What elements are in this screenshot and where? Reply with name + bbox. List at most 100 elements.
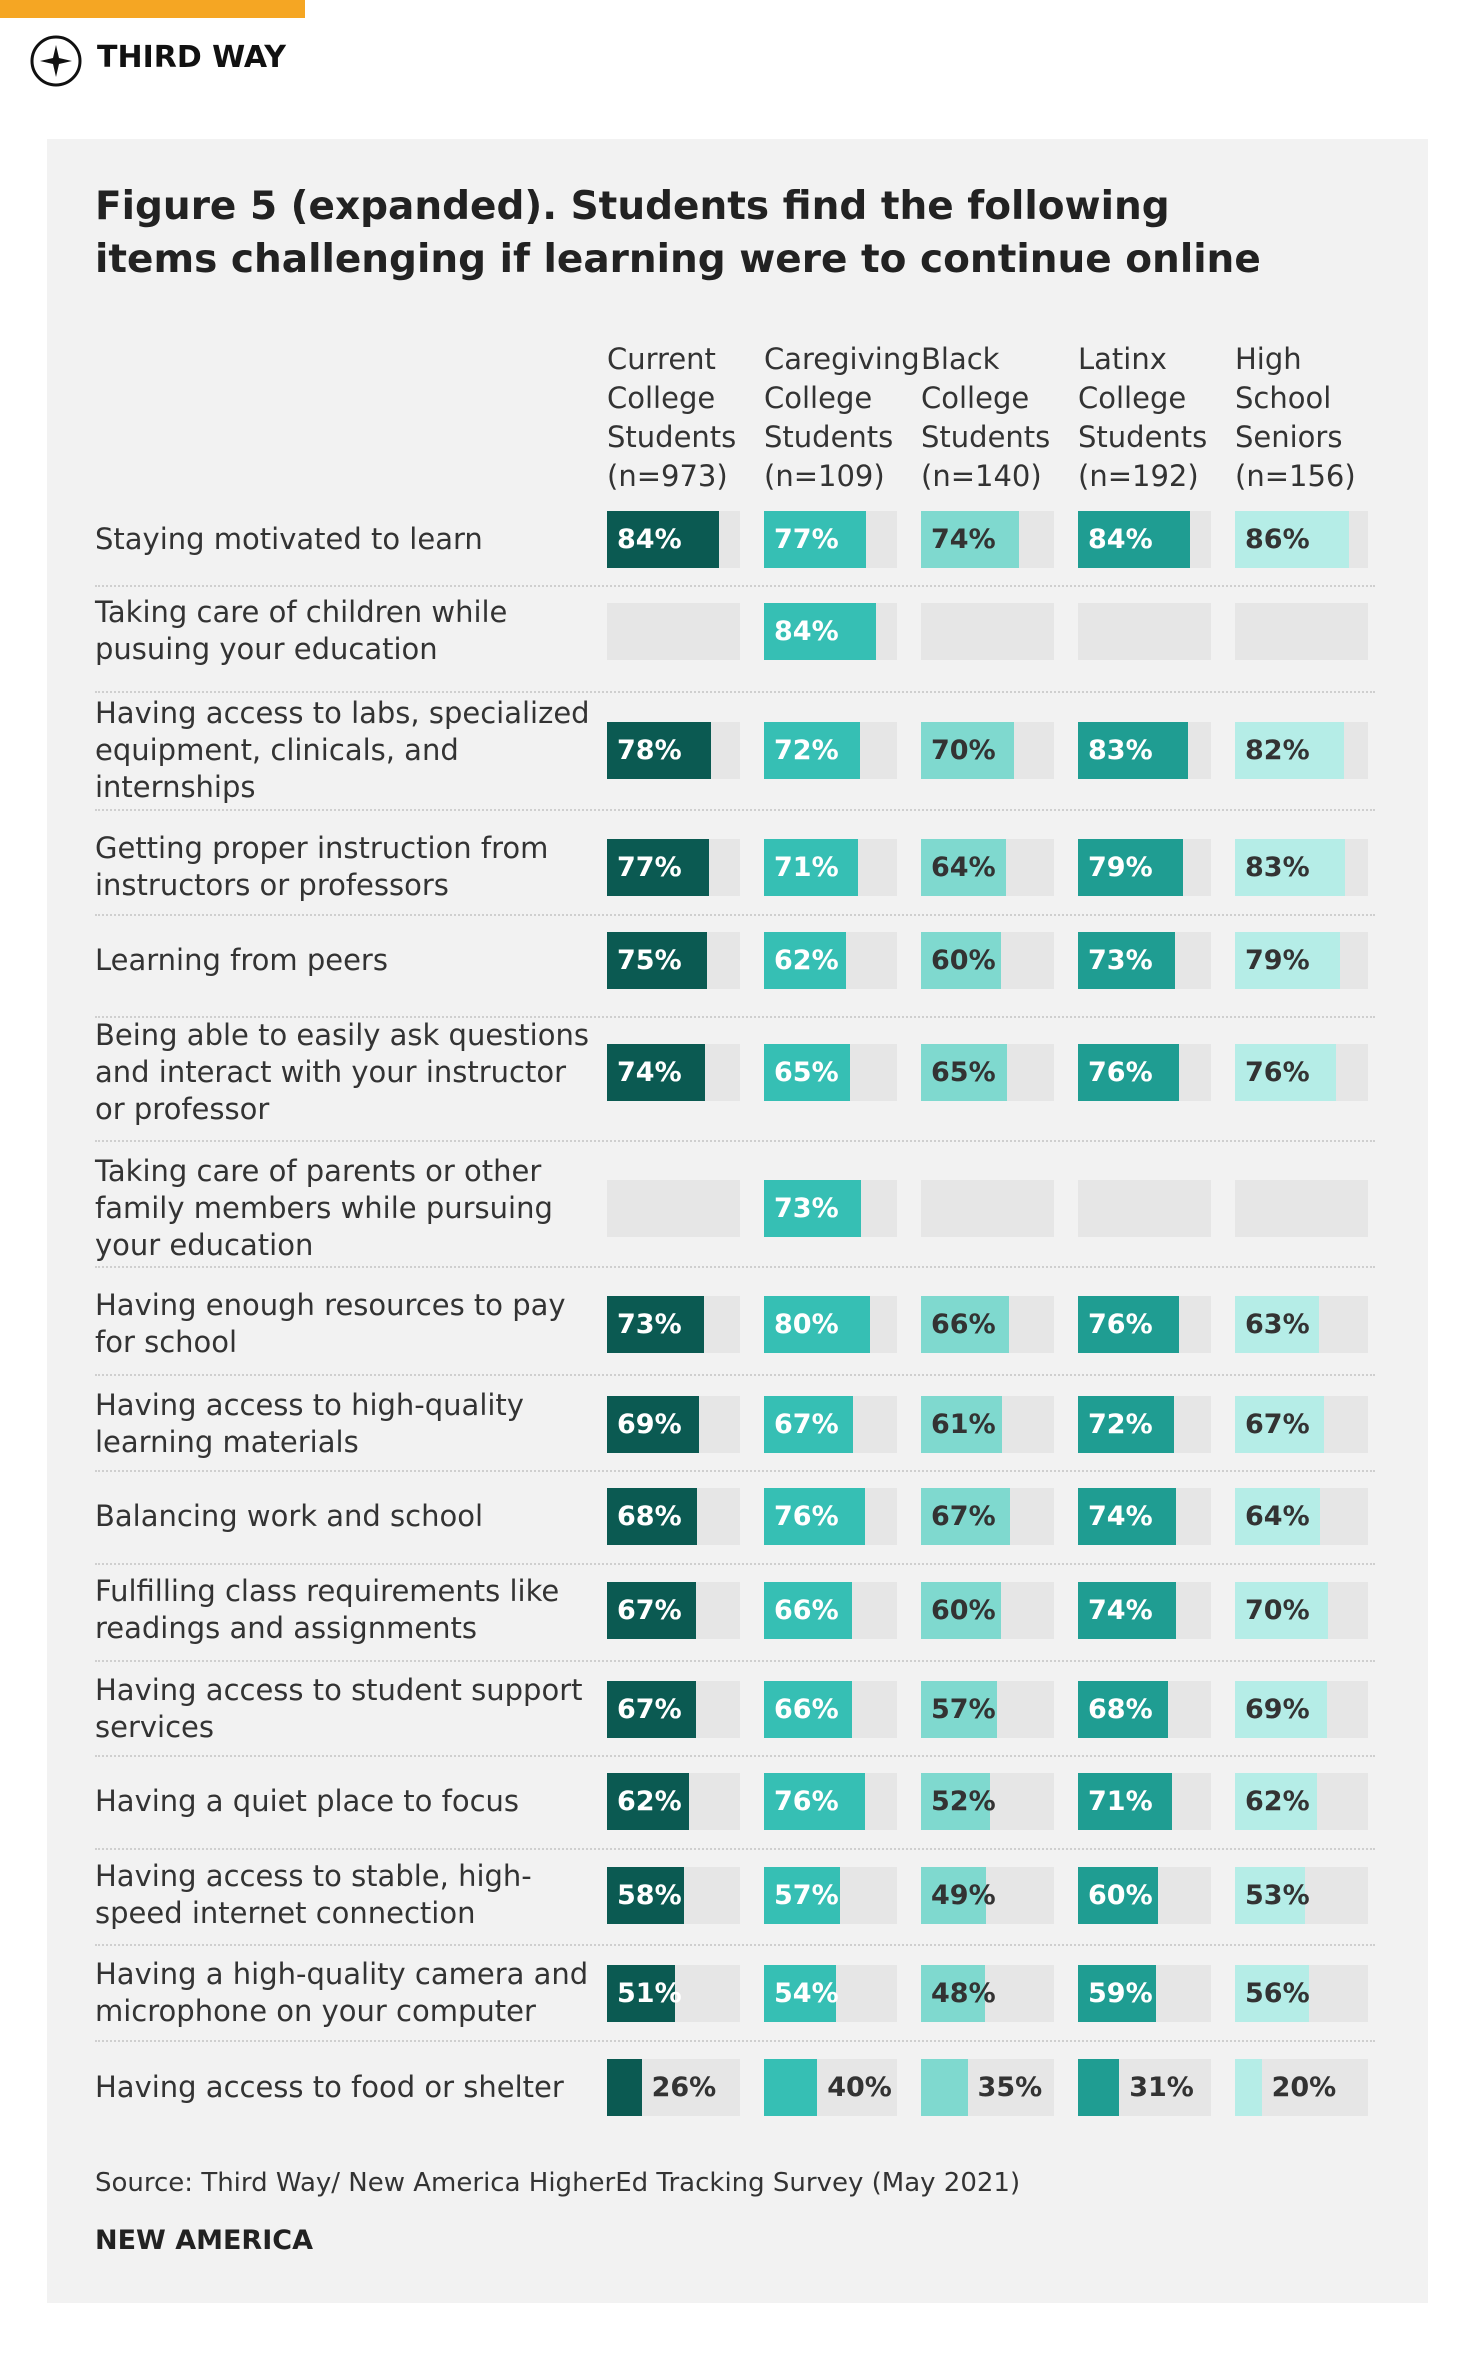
value-label: 67% xyxy=(617,1693,682,1725)
value-label: 57% xyxy=(774,1879,839,1911)
bar xyxy=(764,2058,818,2116)
bar xyxy=(1078,1866,1158,1924)
value-label: 62% xyxy=(774,944,839,976)
bar xyxy=(607,838,710,896)
row-label: Having access to stable, high-speed inte… xyxy=(95,1859,532,1930)
cell-background xyxy=(921,1179,1054,1237)
value-label: 60% xyxy=(1088,1879,1153,1911)
value-label: 80% xyxy=(774,1308,839,1340)
bar xyxy=(1235,2058,1262,2116)
value-label: 61% xyxy=(931,1408,996,1440)
bar xyxy=(764,1043,851,1101)
value-label: 74% xyxy=(1088,1500,1153,1532)
value-label: 77% xyxy=(617,851,682,883)
row-label: Being able to easily ask questions and i… xyxy=(95,1017,589,1126)
value-label: 73% xyxy=(1088,944,1153,976)
bar xyxy=(607,1866,685,1924)
value-label: 65% xyxy=(931,1056,996,1088)
bar xyxy=(764,1866,840,1924)
footer-brand: NEW AMERICA xyxy=(95,2225,313,2256)
bar xyxy=(607,1295,705,1353)
bar xyxy=(921,1772,991,1830)
value-label: 75% xyxy=(617,944,682,976)
value-label: 70% xyxy=(931,734,996,766)
row-separator xyxy=(95,1140,1375,1142)
row-separator xyxy=(95,585,1375,587)
value-label: 78% xyxy=(617,734,682,766)
bar xyxy=(1078,1395,1174,1453)
row-separator xyxy=(95,690,1375,693)
value-label: 64% xyxy=(931,851,996,883)
row-separator xyxy=(95,1659,1375,1662)
bar xyxy=(607,1487,698,1545)
row-label: Balancing work and school xyxy=(95,1498,484,1533)
value-label: 67% xyxy=(1245,1408,1310,1440)
value-label: 76% xyxy=(1088,1308,1153,1340)
bar xyxy=(607,2058,642,2116)
bar xyxy=(1235,1395,1325,1453)
bar xyxy=(764,1581,852,1639)
value-label: 48% xyxy=(931,1977,996,2009)
cell-background xyxy=(1235,1179,1368,1237)
bar xyxy=(1235,1295,1319,1353)
bar xyxy=(1235,1680,1327,1738)
bar xyxy=(1078,931,1176,989)
value-label: 74% xyxy=(617,1056,682,1088)
brand: THIRD WAY xyxy=(97,40,286,75)
accent-bar xyxy=(0,0,305,18)
value-label: 52% xyxy=(931,1785,996,1817)
bar xyxy=(1235,838,1346,896)
value-label: 58% xyxy=(617,1879,682,1911)
row-separator xyxy=(95,1470,1375,1472)
cell-background xyxy=(921,602,1054,660)
bar xyxy=(607,721,711,779)
row-separator xyxy=(95,1944,1375,1946)
bar xyxy=(1235,510,1350,568)
value-label: 86% xyxy=(1245,523,1310,555)
row-separator xyxy=(95,2040,1375,2042)
bar xyxy=(1235,1772,1318,1830)
bar xyxy=(921,1964,985,2022)
bar xyxy=(764,931,847,989)
bar xyxy=(607,510,719,568)
value-label: 83% xyxy=(1245,851,1310,883)
bar xyxy=(764,838,859,896)
cell-background xyxy=(607,1179,740,1237)
value-label: 20% xyxy=(1271,2071,1337,2103)
bar xyxy=(1078,721,1189,779)
bar xyxy=(921,1295,1009,1353)
value-label: 77% xyxy=(774,523,839,555)
row-separator xyxy=(95,1563,1375,1565)
column-header: Current College Students (n=973) xyxy=(607,342,737,493)
value-label: 49% xyxy=(931,1879,996,1911)
column-header: High School Seniors (n=156) xyxy=(1235,342,1356,493)
bar xyxy=(1235,1043,1337,1101)
value-label: 74% xyxy=(931,523,996,555)
value-label: 63% xyxy=(1245,1308,1310,1340)
bar xyxy=(921,1581,1001,1639)
value-label: 76% xyxy=(774,1500,839,1532)
value-label: 71% xyxy=(1088,1785,1153,1817)
bar xyxy=(1078,1043,1180,1101)
row-label: Having access to student support service… xyxy=(95,1673,583,1744)
value-label: 68% xyxy=(1088,1693,1153,1725)
bar xyxy=(764,602,876,660)
value-label: 83% xyxy=(1088,734,1153,766)
bar xyxy=(1235,931,1341,989)
value-label: 51% xyxy=(617,1977,682,2009)
value-label: 59% xyxy=(1088,1977,1153,2009)
row-separator xyxy=(95,808,1375,811)
bar xyxy=(764,1295,871,1353)
bar xyxy=(1235,1964,1310,2022)
row-separator xyxy=(95,1374,1375,1376)
value-label: 84% xyxy=(774,615,839,647)
chart-title: Figure 5 (expanded). Students find the f… xyxy=(95,184,1261,282)
bar xyxy=(1078,1581,1177,1639)
value-label: 74% xyxy=(1088,1594,1153,1626)
row-label: Taking care of children while pusuing yo… xyxy=(95,595,508,666)
value-label: 69% xyxy=(1245,1693,1310,1725)
value-label: 60% xyxy=(931,1594,996,1626)
value-label: 71% xyxy=(774,851,839,883)
value-label: 66% xyxy=(931,1308,996,1340)
bar xyxy=(764,1487,866,1545)
